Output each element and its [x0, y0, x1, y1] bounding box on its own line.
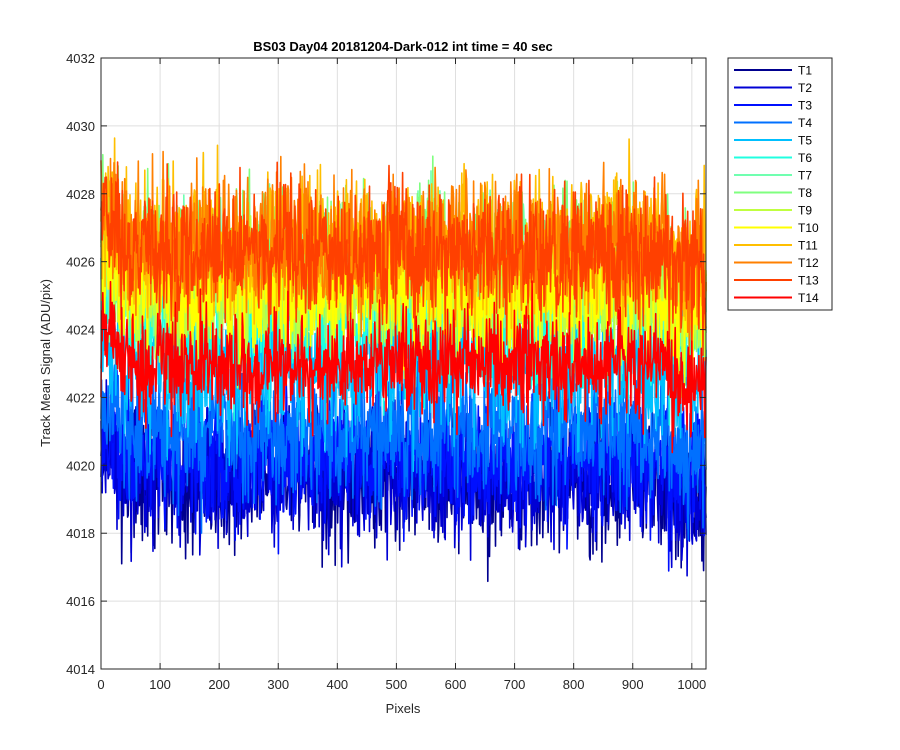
chart-title: BS03 Day04 20181204-Dark-012 int time = …	[253, 39, 553, 54]
x-tick-label: 200	[208, 677, 230, 692]
x-tick-label: 300	[267, 677, 289, 692]
x-tick-label: 100	[149, 677, 171, 692]
legend-box	[727, 57, 833, 311]
legend-label-t2: T2	[798, 81, 812, 95]
y-tick-label: 4032	[66, 51, 95, 66]
x-tick-label: 500	[386, 677, 408, 692]
y-tick-label: 4014	[66, 662, 95, 677]
y-tick-label: 4026	[66, 255, 95, 270]
y-tick-label: 4022	[66, 390, 95, 405]
y-tick-label: 4024	[66, 323, 95, 338]
y-tick-label: 4020	[66, 458, 95, 473]
legend-label-t6: T6	[798, 151, 812, 165]
legend-label-t13: T13	[798, 274, 819, 288]
plot-lines	[100, 137, 707, 583]
legend-label-t11: T11	[798, 239, 818, 253]
axis-ticks: 0 100 200 300 400 500 600 700 800 900 1000 4014 4016…	[66, 51, 706, 692]
legend-label-t14: T14	[798, 291, 819, 305]
series-line-t14	[100, 280, 707, 454]
y-tick-label: 4016	[66, 594, 95, 609]
x-tick-label: 800	[563, 677, 585, 692]
legend-label-t9: T9	[798, 204, 812, 218]
x-tick-label: 600	[445, 677, 467, 692]
legend-label-t5: T5	[798, 134, 812, 148]
series-line-t13	[100, 161, 707, 356]
axes-box	[100, 57, 707, 670]
y-tick-label: 4028	[66, 187, 95, 202]
x-tick-label: 700	[504, 677, 526, 692]
legend-label-t1: T1	[798, 64, 812, 78]
y-tick-label: 4018	[66, 526, 95, 541]
legend-label-t7: T7	[798, 169, 812, 183]
legend-label-t8: T8	[798, 186, 812, 200]
legend-label-t10: T10	[798, 221, 819, 235]
y-axis-label: Track Mean Signal (ADU/pix)	[38, 279, 53, 447]
x-tick-label: 0	[97, 677, 104, 692]
x-axis-label: Pixels	[386, 701, 421, 716]
y-tick-label: 4030	[66, 119, 95, 134]
legend: T1 T2 T3 T4 T5 T6 T7 T8 T9 T10 T11 T12 T13 T14	[727, 57, 833, 311]
x-tick-label: 900	[622, 677, 644, 692]
series-line-t4	[100, 330, 707, 541]
x-tick-label: 400	[326, 677, 348, 692]
legend-label-t4: T4	[798, 116, 812, 130]
x-tick-label: 1000	[677, 677, 706, 692]
legend-label-t12: T12	[798, 256, 819, 270]
legend-label-t3: T3	[798, 99, 812, 113]
